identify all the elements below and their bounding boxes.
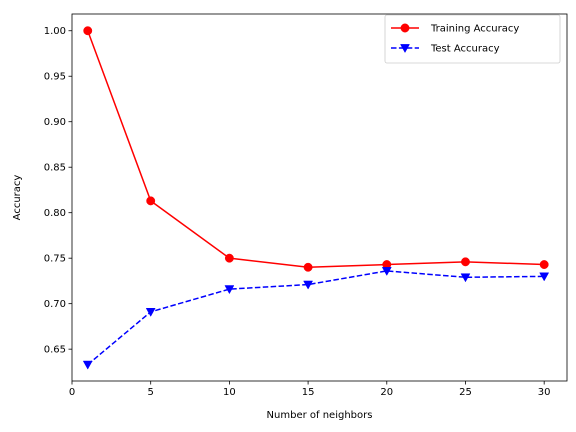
data-point [381,267,392,276]
x-axis-label: Number of neighbors [267,410,373,421]
x-tick-label: 20 [380,387,393,398]
legend-label: Test Accuracy [430,44,500,55]
y-tick-label: 1.00 [44,26,66,37]
data-point [303,262,313,272]
legend-marker [400,23,410,33]
x-tick-label: 15 [302,387,315,398]
x-tick-label: 25 [459,387,472,398]
legend-box [384,14,561,64]
legend-label: Training Accuracy [430,24,519,35]
legend-entry: Training Accuracy [391,24,519,35]
plot-area [72,14,567,381]
data-point [83,26,93,36]
legend-items: Training Accuracy Test Accuracy [391,24,519,55]
series-layer [82,26,550,370]
data-point [224,253,234,263]
data-point [224,285,235,295]
data-point [461,257,470,267]
plot-frame [71,13,568,382]
y-tick-label: 0.95 [44,72,66,83]
x-axis-ticks: 0 5 10 15 20 25 30 [69,381,551,398]
data-point [460,273,471,283]
y-axis-label: Accuracy [12,175,23,221]
data-point [82,360,93,370]
y-axis-ticks: 0.65 0.70 0.75 0.80 0.85 0.90 0.95 1.00 [44,26,72,356]
x-tick-label: 0 [69,387,75,398]
legend: Training Accuracy Test Accuracy [384,14,561,64]
y-tick-label: 0.85 [44,163,66,174]
data-point [303,280,314,290]
legend-marker [400,44,410,54]
data-point [146,196,156,206]
y-tick-label: 0.65 [44,345,66,356]
data-point [539,272,550,282]
data-point [145,308,156,317]
legend-entry: Test Accuracy [391,44,500,55]
y-tick-label: 0.75 [44,254,66,265]
x-tick-label: 5 [148,387,154,398]
x-tick-label: 10 [223,387,236,398]
x-tick-label: 30 [538,387,551,398]
y-tick-label: 0.70 [44,299,66,310]
series-test-accuracy [82,267,550,370]
y-tick-label: 0.80 [44,208,66,219]
y-tick-label: 0.90 [44,117,66,128]
data-point [539,260,549,269]
